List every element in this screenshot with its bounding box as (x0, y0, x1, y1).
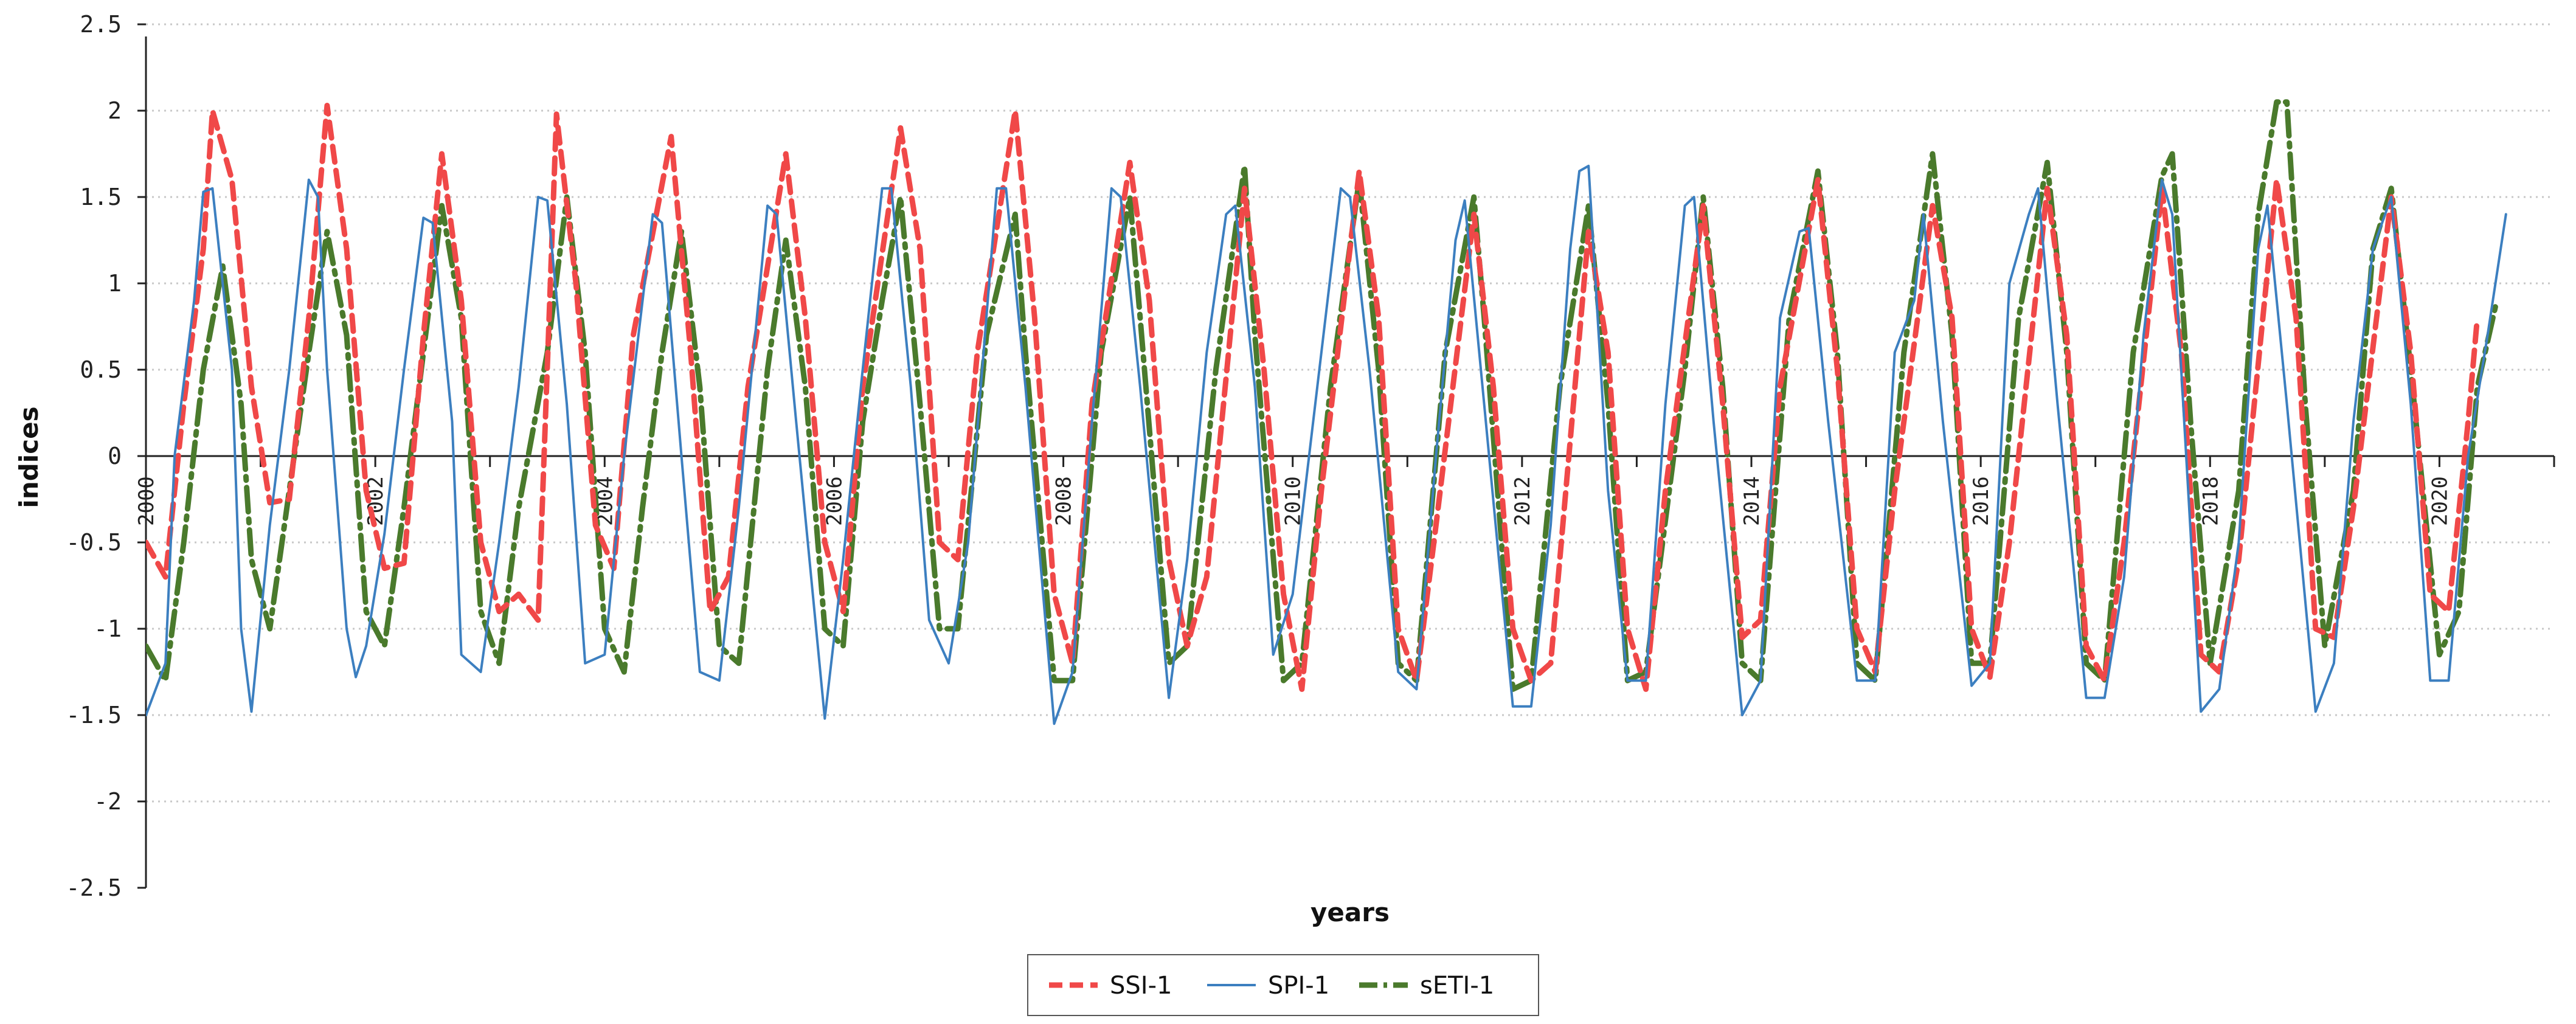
gridlines (146, 23, 2554, 803)
y-tick-label: -1 (94, 615, 122, 642)
series-line-seti-1 (146, 99, 2500, 692)
x-tick-label: 2020 (2428, 476, 2452, 526)
y-tick-labels: 2.5 2 1.5 1 0.5 0 -0.5 -1 -1.5 -2 -2.5 (66, 11, 122, 901)
x-tick-label: 2018 (2198, 476, 2223, 526)
axes (137, 23, 2555, 889)
series-line-spi-1 (146, 164, 2507, 725)
x-tick-label: 2012 (1511, 476, 1535, 526)
y-tick-label: 0 (108, 443, 122, 469)
y-tick-label: 0.5 (80, 356, 122, 383)
y-axis-title: indices (14, 406, 44, 508)
y-tick-label: 2.5 (80, 11, 122, 38)
y-tick-label: 1.5 (80, 184, 122, 210)
legend-label: sETI-1 (1420, 972, 1494, 1000)
y-tick-label: -2.5 (66, 874, 122, 901)
y-tick-label: -0.5 (66, 529, 122, 556)
x-tick-label: 2008 (1052, 476, 1076, 526)
series-line-ssi-1 (146, 103, 2481, 692)
y-tick-label: -1.5 (66, 702, 122, 728)
series-lines (146, 99, 2507, 725)
x-tick-labels: 2000 2002 2004 2006 2008 2010 2012 2014 2016 2018… (134, 476, 2452, 526)
y-tick-label: 2 (108, 97, 122, 124)
legend-label: SSI-1 (1110, 972, 1172, 1000)
y-tick-label: 1 (108, 270, 122, 297)
x-tick-label: 2000 (134, 476, 159, 526)
legend: SSI-1 SPI-1 sETI-1 (1027, 954, 1539, 1016)
x-tick-label: 2016 (1969, 476, 1993, 526)
x-tick-label: 2014 (1740, 476, 1764, 526)
x-axis-title: years (1311, 898, 1390, 927)
y-tick-label: -2 (94, 788, 122, 815)
legend-box (1027, 954, 1539, 1016)
legend-label: SPI-1 (1268, 972, 1329, 1000)
x-tick-label: 2006 (822, 476, 847, 526)
